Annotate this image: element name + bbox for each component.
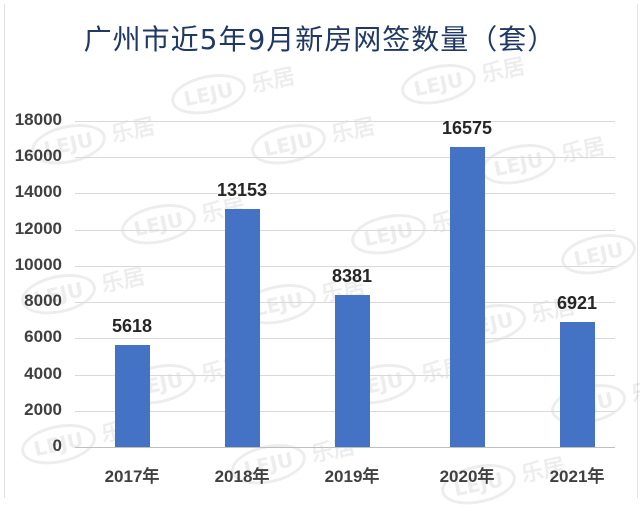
chart-frame — [4, 4, 638, 498]
x-tick-label: 2018年 — [214, 467, 270, 486]
bar-value-label: 5618 — [111, 316, 153, 337]
chart-title: 广州市近5年9月新房网签数量（套） — [83, 23, 557, 56]
y-tick-label: 16000 — [14, 146, 62, 166]
y-tick-label: 12000 — [14, 218, 62, 238]
y-tick-label: 18000 — [14, 110, 62, 129]
bar-2017年 — [114, 345, 150, 447]
bar-2020年 — [449, 146, 485, 447]
bar-value-label: 6921 — [556, 292, 598, 313]
y-tick-label: 10000 — [14, 254, 62, 274]
bar-2018年 — [224, 208, 260, 447]
gridline — [75, 265, 615, 267]
y-tick-label: 6000 — [24, 327, 62, 347]
bar-value-label: 8381 — [331, 266, 373, 287]
gridline — [75, 121, 615, 122]
x-tick-label: 2020年 — [439, 467, 495, 486]
bar-2019年 — [334, 295, 370, 447]
y-tick-label: 14000 — [14, 182, 62, 202]
y-tick-label: 4000 — [24, 363, 62, 383]
x-tick-label: 2017年 — [104, 467, 160, 486]
gridline — [75, 229, 615, 231]
bar-value-label: 16575 — [441, 117, 493, 138]
gridline — [75, 193, 615, 195]
y-tick-label: 8000 — [24, 291, 62, 311]
bar-2021年 — [559, 321, 595, 447]
y-tick-label: 2000 — [24, 399, 62, 419]
gridline — [75, 157, 615, 159]
x-tick-label: 2019年 — [324, 467, 380, 486]
x-tick-label: 2021年 — [549, 467, 605, 486]
bar-value-label: 13153 — [216, 179, 268, 200]
plot-area: 0 2000 4000 6000 8000 10000 12000 14000 16000 180… — [14, 110, 615, 486]
x-axis-line — [75, 447, 615, 448]
y-tick-label: 0 — [52, 436, 62, 455]
